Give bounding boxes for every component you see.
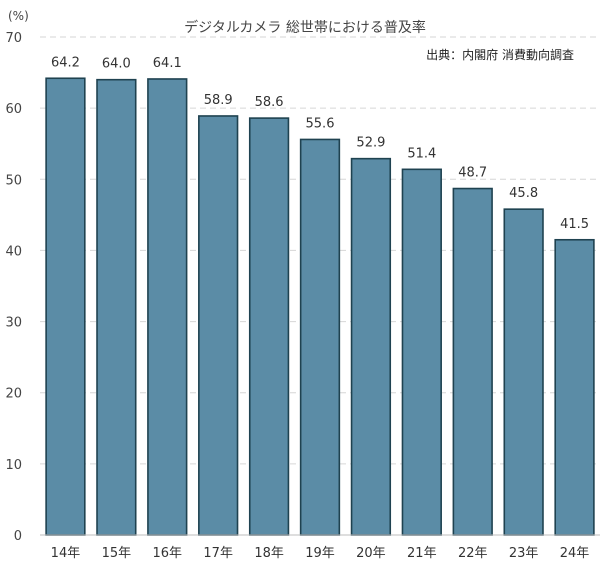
x-tick-label: 18年 bbox=[254, 546, 284, 561]
data-label: 64.0 bbox=[102, 57, 131, 72]
y-tick-label: 40 bbox=[5, 244, 22, 259]
data-label: 58.6 bbox=[255, 95, 284, 110]
bar bbox=[452, 187, 493, 536]
x-tick-label: 24年 bbox=[560, 546, 590, 561]
data-labels: 64.2 64.0 64.1 58.9 58.6 55.6 52.9 51.4 48.7 45.8… bbox=[51, 55, 589, 231]
y-tick-label: 20 bbox=[5, 387, 22, 402]
data-label: 64.1 bbox=[153, 56, 182, 71]
y-tick-label: 60 bbox=[5, 102, 22, 117]
bar bbox=[554, 238, 595, 536]
x-tick-label: 14年 bbox=[51, 546, 81, 561]
y-tick-label: 0 bbox=[14, 529, 22, 544]
x-tick-label: 17年 bbox=[203, 546, 233, 561]
bar bbox=[503, 208, 544, 536]
chart-title: デジタルカメラ 総世帯における普及率 bbox=[184, 19, 426, 36]
data-label: 52.9 bbox=[356, 136, 385, 151]
x-axis-ticks: 14年 15年 16年 17年 18年 19年 20年 21年 22年 23年 24年 bbox=[51, 546, 590, 561]
bar bbox=[198, 115, 239, 536]
x-tick-label: 15年 bbox=[102, 546, 132, 561]
y-tick-label: 50 bbox=[5, 173, 22, 188]
chart-source-note: 出典：内閣府 消費動向調査 bbox=[426, 47, 574, 62]
bar bbox=[96, 78, 137, 536]
x-tick-label: 23年 bbox=[509, 546, 539, 561]
data-label: 48.7 bbox=[458, 166, 487, 181]
data-label: 45.8 bbox=[509, 186, 538, 201]
data-label: 51.4 bbox=[407, 146, 436, 161]
bar bbox=[299, 138, 341, 536]
x-tick-label: 21年 bbox=[407, 546, 437, 561]
data-label: 55.6 bbox=[306, 116, 335, 131]
y-tick-label: 70 bbox=[5, 31, 22, 46]
x-tick-label: 20年 bbox=[356, 546, 386, 561]
bar bbox=[45, 77, 86, 536]
x-tick-label: 19年 bbox=[305, 546, 335, 561]
data-label: 58.9 bbox=[204, 93, 233, 108]
y-axis-unit-label: (%) bbox=[8, 9, 29, 23]
bar bbox=[350, 157, 392, 536]
data-label: 64.2 bbox=[51, 55, 80, 70]
x-tick-label: 16年 bbox=[152, 546, 182, 561]
data-label: 41.5 bbox=[560, 217, 589, 232]
bar bbox=[248, 117, 290, 536]
y-tick-label: 10 bbox=[5, 458, 22, 473]
bar bbox=[401, 168, 442, 536]
y-axis-ticks: 0 10 20 30 40 50 60 70 bbox=[5, 31, 22, 544]
x-tick-label: 22年 bbox=[458, 546, 488, 561]
bars bbox=[45, 77, 595, 536]
bar bbox=[147, 78, 188, 536]
y-tick-label: 30 bbox=[5, 316, 22, 331]
